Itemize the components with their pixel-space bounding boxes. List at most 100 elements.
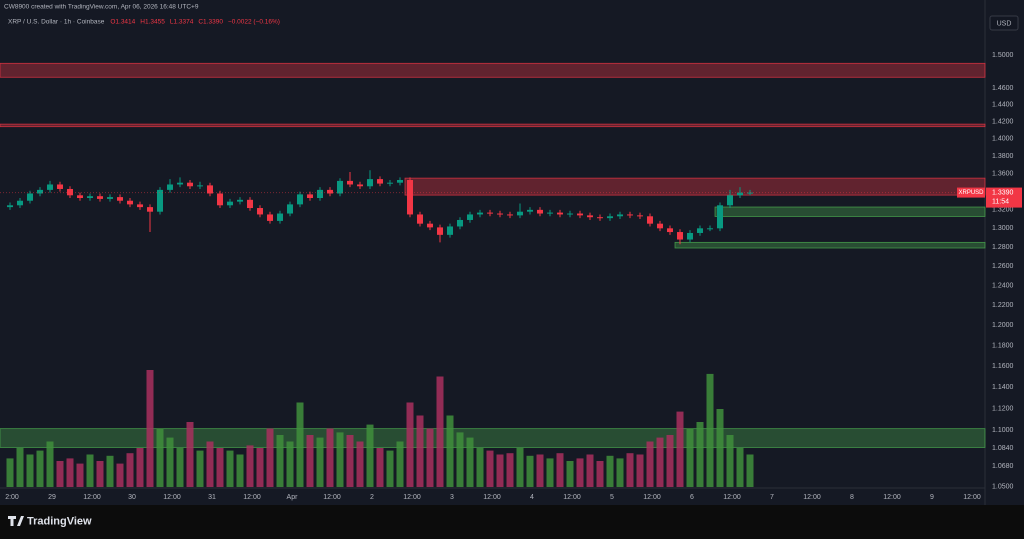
candle-body [237, 199, 243, 202]
candle-body [137, 204, 143, 208]
volume-bar [596, 461, 604, 487]
x-tick-label: 9 [930, 494, 934, 501]
candle-body [317, 189, 323, 199]
volume-bar [536, 454, 544, 487]
countdown: 11:54 [992, 198, 1009, 205]
candle-body [87, 196, 93, 199]
candle-body [597, 217, 603, 219]
y-tick-label: 1.0840 [992, 445, 1014, 452]
y-tick-label: 1.2400 [992, 282, 1014, 289]
candle-body [397, 180, 403, 183]
ohlc-value: −0.0022 (−0.16%) [228, 19, 280, 26]
currency-box[interactable] [989, 15, 1019, 31]
y-tick-label: 1.0680 [992, 463, 1014, 470]
zone [404, 177, 986, 196]
candle-body [507, 214, 513, 216]
candle-body [277, 213, 283, 221]
candle-body [747, 192, 753, 194]
volume-bar [486, 450, 494, 487]
candle-body [227, 201, 233, 206]
candle-body [667, 228, 673, 233]
candle-body [447, 226, 453, 235]
candle-body [17, 200, 23, 206]
volume-bar [336, 432, 344, 487]
volume-bar [656, 437, 664, 487]
y-tick-label: 1.1400 [992, 384, 1014, 391]
zone [0, 62, 986, 78]
last-price: 1.3390 [992, 189, 1014, 196]
volume-bar [356, 441, 364, 487]
logo-mark [8, 516, 24, 526]
volume-bar [426, 428, 434, 487]
x-tick-label: 12:00 [723, 494, 741, 501]
candle-body [287, 204, 293, 214]
ticker: XRPUSD [958, 190, 984, 196]
volume-bar [736, 448, 744, 487]
volume-bar [106, 455, 114, 487]
volume-bar [476, 448, 484, 487]
volume-bar [286, 441, 294, 487]
x-tick-label: 12:00 [963, 494, 981, 501]
candle-body [577, 213, 583, 216]
volume-bar [706, 373, 714, 487]
y-tick-label: 1.1600 [992, 363, 1014, 370]
candle-body [107, 197, 113, 199]
x-tick-label: 4 [530, 494, 534, 501]
y-tick-label: 1.3200 [992, 207, 1014, 214]
candle-body [437, 227, 443, 235]
volume-bar [436, 376, 444, 487]
volume-bar [76, 463, 84, 487]
volume-bar [166, 437, 174, 487]
candle-body [147, 207, 153, 212]
volume-bar [586, 454, 594, 487]
volume-bar [256, 448, 264, 487]
volume-bar [326, 428, 334, 487]
candle-body [637, 215, 643, 217]
ohlc-value: L1.3374 [170, 19, 194, 26]
volume-bar [26, 454, 34, 487]
candle-body [517, 211, 523, 216]
volume-bar [136, 448, 144, 487]
footer-brand: TradingView [27, 515, 92, 527]
candle-body [207, 185, 213, 194]
candle-body [57, 184, 63, 189]
candle-body [627, 214, 633, 216]
volume-bar [186, 422, 194, 487]
y-tick-label: 1.3800 [992, 153, 1014, 160]
volume-bar [36, 450, 44, 487]
volume-bar [606, 455, 614, 487]
volume-bar [226, 450, 234, 487]
candle-body [617, 214, 623, 217]
candle-body [157, 189, 163, 212]
candle-body [547, 212, 553, 214]
volume-bar [176, 448, 184, 487]
volume-bar [526, 455, 534, 487]
y-tick-label: 1.4200 [992, 118, 1014, 125]
currency[interactable]: USD [997, 20, 1012, 27]
volume-bar [636, 454, 644, 487]
volume-bar [236, 454, 244, 487]
volume-bar [366, 424, 374, 487]
candle-body [647, 216, 653, 224]
volume-bar [86, 454, 94, 487]
candle-body [257, 208, 263, 215]
candle-body [537, 209, 543, 214]
volume-bar [496, 454, 504, 487]
candle-body [687, 232, 693, 240]
y-tick-label: 1.4400 [992, 102, 1014, 109]
x-tick-label: 12:00 [643, 494, 661, 501]
y-tick-label: 1.0500 [992, 483, 1014, 490]
candle-body [127, 200, 133, 205]
x-tick-label: 2 [370, 494, 374, 501]
y-tick-label: 1.4000 [992, 136, 1014, 143]
candle-body [457, 219, 463, 227]
footer-background [0, 505, 1024, 539]
x-tick-label: 3 [450, 494, 454, 501]
volume-bar [506, 453, 514, 487]
candle-body [477, 212, 483, 215]
volume-bar [446, 415, 454, 487]
x-tick-label: 5 [610, 494, 614, 501]
candle-body [727, 195, 733, 206]
